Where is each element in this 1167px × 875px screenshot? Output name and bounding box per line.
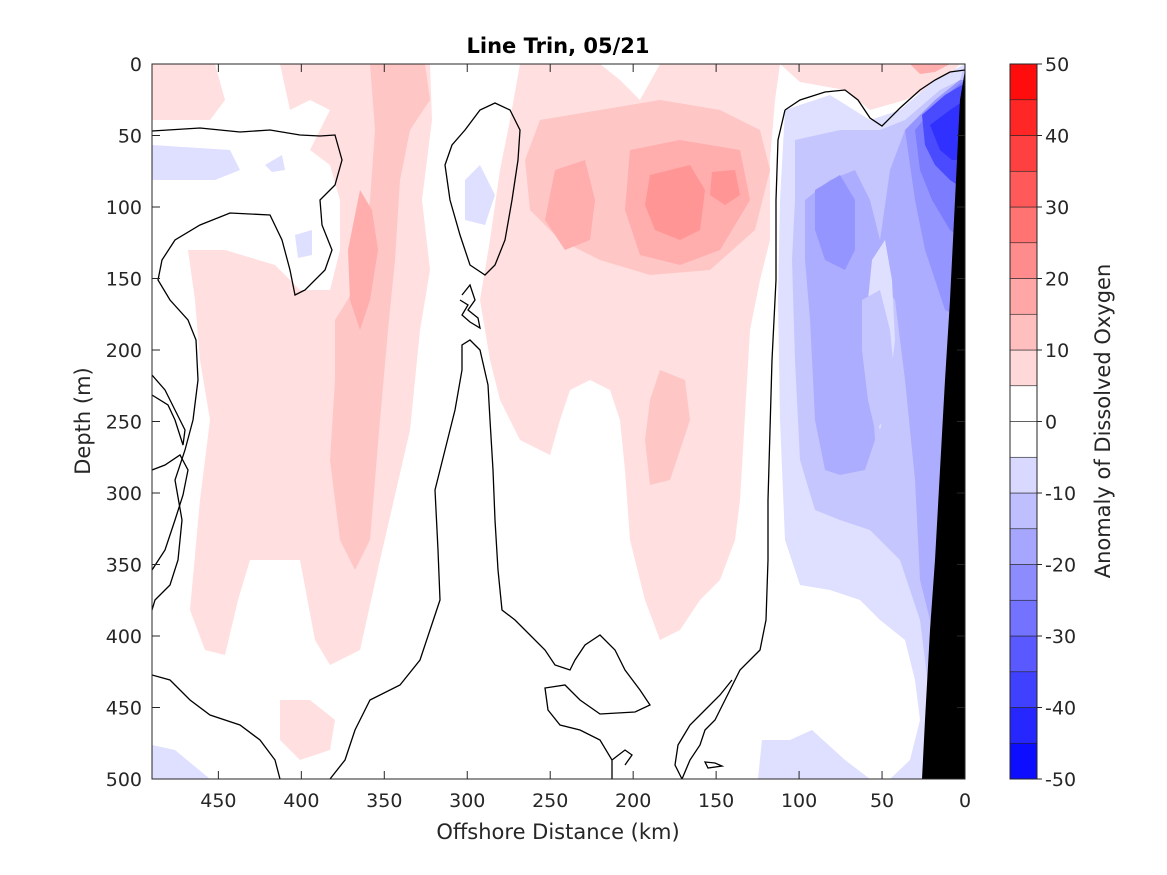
colorbar-tick-label: -30 xyxy=(1045,626,1076,648)
colorbar-band xyxy=(1009,313,1038,351)
colorbar-tick-label: -20 xyxy=(1045,555,1076,577)
y-tick-label: 500 xyxy=(106,769,142,791)
anomaly-region-pos-20-center-a xyxy=(545,160,595,250)
colorbar-band xyxy=(1009,349,1038,387)
colorbar-tick-label: 50 xyxy=(1045,54,1069,76)
y-tick-label: 200 xyxy=(106,340,142,362)
y-tick-label: 100 xyxy=(106,197,142,219)
x-tick-label: 200 xyxy=(615,790,651,812)
x-tick-label: 300 xyxy=(449,790,485,812)
y-tick-label: 300 xyxy=(106,483,142,505)
anomaly-region-neg-10-interior xyxy=(862,290,895,430)
colorbar-band xyxy=(1009,99,1038,136)
y-tick-label: 0 xyxy=(130,54,142,76)
x-tick-label: 50 xyxy=(870,790,894,812)
anomaly-region-pos-surface-nearshore xyxy=(910,64,950,74)
anomaly-region-neg-45-shelf xyxy=(930,100,965,160)
zero-contour-deep-3 xyxy=(611,749,633,766)
anomaly-region-pos-10-deep-west xyxy=(280,700,335,760)
anomaly-region-pos-15-west xyxy=(330,64,430,570)
colorbar-band xyxy=(1009,206,1038,244)
colorbar-band xyxy=(1009,707,1038,744)
y-tick-label: 350 xyxy=(106,555,142,577)
colorbar-band xyxy=(1009,421,1038,458)
colorbar-tick-label: 30 xyxy=(1045,197,1069,219)
colorbar-tick-label: 40 xyxy=(1045,126,1069,148)
x-axis-ticks: 450 400 350 300 250 200 150 100 50 0 xyxy=(200,64,971,812)
anomaly-region-neg-10-offshore-c xyxy=(295,230,312,258)
y-tick-label: 150 xyxy=(106,269,142,291)
y-tick-label: 50 xyxy=(118,126,142,148)
anomaly-region-neg-10-offshore-b xyxy=(265,155,285,172)
colorbar-band xyxy=(1009,135,1038,172)
colorbar-tick-label: 10 xyxy=(1045,340,1069,362)
colorbar-band xyxy=(1009,385,1038,422)
colorbar-band xyxy=(1009,599,1038,637)
colorbar-band xyxy=(1009,671,1038,708)
colorbar-frame xyxy=(1009,63,1038,780)
zero-contour-deep-4 xyxy=(703,761,725,769)
x-axis-label: Offshore Distance (km) xyxy=(436,820,679,844)
colorbar-band xyxy=(1009,456,1038,494)
zero-contour-mid-loop xyxy=(444,102,521,276)
zero-contour-deep-2 xyxy=(329,339,651,779)
x-tick-label: 0 xyxy=(959,790,971,812)
anomaly-region-neg-10-deep-offshore xyxy=(152,745,210,779)
x-tick-label: 350 xyxy=(366,790,402,812)
zero-contour-deep xyxy=(152,674,281,779)
x-tick-label: 450 xyxy=(200,790,236,812)
zero-contour-mid-snake xyxy=(459,283,481,330)
bathymetry-mask xyxy=(922,70,965,779)
colorbar-band xyxy=(1009,528,1038,565)
x-tick-label: 250 xyxy=(532,790,568,812)
y-tick-label: 400 xyxy=(106,626,142,648)
contour-field xyxy=(152,64,965,779)
x-tick-label: 400 xyxy=(283,790,319,812)
anomaly-region-pos-10-offshore xyxy=(152,64,225,120)
anomaly-region-pos-25-center xyxy=(645,165,705,240)
anomaly-region-pos-10-surface xyxy=(780,64,960,110)
anomaly-region-neg-25-nearshore xyxy=(815,175,855,270)
colorbar-band xyxy=(1009,278,1038,315)
zero-contour-lines xyxy=(152,69,965,779)
colorbar-band xyxy=(1009,63,1038,101)
zero-contour-center-east-2 xyxy=(681,109,786,779)
anomaly-region-pos-25-center-b xyxy=(710,170,740,205)
anomaly-region-neg-10-mid xyxy=(465,165,495,225)
colorbar-tick-label: -10 xyxy=(1045,483,1076,505)
zero-contour-bottom-right xyxy=(674,679,733,779)
x-tick-label: 100 xyxy=(781,790,817,812)
y-tick-label: 250 xyxy=(106,412,142,434)
anomaly-region-neg-10-offshore-a xyxy=(152,145,240,180)
colorbar-tick-label: 0 xyxy=(1045,412,1057,434)
zero-contour-offshore xyxy=(152,127,343,611)
chart-title: Line Trin, 05/21 xyxy=(466,34,649,58)
colorbar-band xyxy=(1009,564,1038,601)
anomaly-region-pos-15-center-deep xyxy=(645,370,690,485)
y-axis-ticks: 0 50 100 150 200 250 300 350 400 450 500 xyxy=(106,54,965,791)
colorbar-band xyxy=(1009,635,1038,673)
colorbar-tick-label: 20 xyxy=(1045,269,1069,291)
colorbar-band xyxy=(1009,492,1038,530)
colorbar-ticks: 50 40 30 20 10 0 -10 -20 -30 -40 -50 xyxy=(1037,54,1076,791)
anomaly-region-pos-20-west xyxy=(348,190,378,330)
zero-contour-center-east xyxy=(784,69,965,127)
colorbar-label: Anomaly of Dissolved Oxygen xyxy=(1091,264,1115,579)
colorbar-band xyxy=(1009,742,1038,780)
colorbar-tick-label: -50 xyxy=(1045,769,1076,791)
x-tick-label: 150 xyxy=(698,790,734,812)
zero-contour-offshore-3 xyxy=(152,454,189,571)
y-tick-label: 450 xyxy=(106,698,142,720)
zero-contour-offshore-2 xyxy=(152,374,186,446)
colorbar-tick-label: -40 xyxy=(1045,698,1076,720)
colorbar-band xyxy=(1009,242,1038,279)
colorbar-band xyxy=(1009,170,1038,208)
colorbar xyxy=(1009,63,1038,780)
y-axis-label: Depth (m) xyxy=(71,367,95,474)
